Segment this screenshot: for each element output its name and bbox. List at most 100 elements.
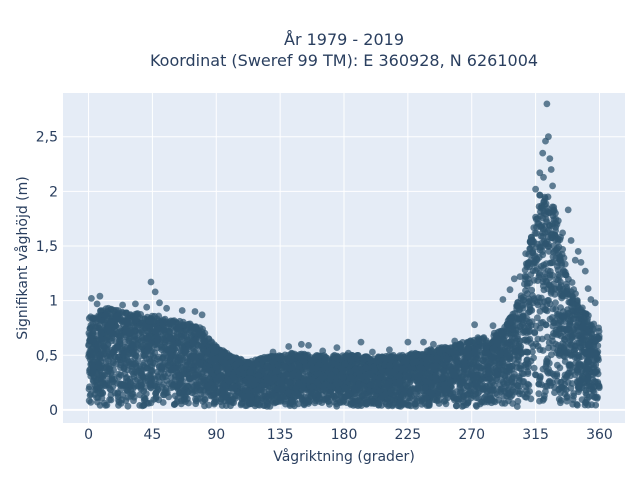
data-point — [225, 366, 233, 373]
data-point — [566, 361, 574, 369]
data-point — [479, 339, 487, 347]
data-point — [140, 396, 148, 404]
data-point — [513, 403, 521, 410]
data-point — [477, 364, 485, 372]
data-point — [440, 367, 448, 375]
data-point — [137, 385, 145, 393]
data-point — [389, 402, 396, 410]
data-point — [551, 290, 559, 298]
data-point — [439, 374, 446, 382]
data-point — [114, 353, 122, 361]
data-point — [550, 329, 557, 337]
data-point — [554, 235, 562, 243]
data-point — [97, 330, 105, 338]
data-point — [557, 389, 564, 397]
data-point — [192, 347, 200, 355]
data-point — [147, 340, 155, 348]
data-point — [161, 315, 169, 323]
data-point — [357, 398, 364, 406]
data-point — [582, 399, 589, 407]
data-points — [85, 100, 603, 410]
data-point — [147, 373, 155, 380]
data-point — [441, 397, 449, 404]
data-point — [123, 327, 131, 335]
data-point — [549, 305, 557, 313]
data-point — [545, 221, 553, 229]
data-point — [468, 364, 476, 372]
data-point — [579, 336, 587, 343]
data-point — [491, 369, 499, 377]
data-point — [147, 367, 155, 374]
data-point — [457, 380, 465, 387]
data-point — [413, 388, 421, 396]
data-point — [516, 323, 523, 331]
data-point — [413, 358, 421, 366]
data-point — [350, 384, 358, 392]
data-point — [260, 368, 268, 375]
data-point — [231, 383, 238, 391]
data-point — [555, 271, 562, 279]
data-point — [184, 382, 192, 390]
data-point — [347, 400, 355, 407]
data-point — [524, 370, 532, 377]
data-point — [559, 246, 567, 253]
data-point — [555, 283, 563, 291]
data-point — [132, 348, 140, 356]
data-point — [542, 200, 550, 208]
data-point — [313, 379, 321, 386]
chart-title-line1: År 1979 - 2019 — [284, 30, 404, 49]
data-point — [589, 326, 597, 334]
data-point — [563, 393, 571, 400]
data-point — [556, 364, 564, 372]
data-point — [199, 373, 207, 381]
data-point — [460, 393, 468, 401]
data-point — [557, 379, 565, 386]
data-point — [237, 401, 245, 409]
data-point — [284, 389, 292, 397]
data-point — [467, 358, 474, 366]
data-point — [229, 373, 237, 381]
data-point — [305, 398, 313, 405]
data-point — [536, 373, 544, 380]
data-point — [281, 395, 289, 403]
data-point — [226, 352, 234, 360]
data-point — [529, 343, 537, 350]
data-point — [302, 368, 310, 376]
data-point — [302, 363, 310, 371]
data-point — [112, 315, 120, 323]
data-point — [106, 385, 114, 392]
data-point — [197, 352, 205, 360]
data-point — [341, 384, 349, 392]
data-point — [356, 386, 364, 394]
data-point — [432, 372, 440, 379]
data-point — [535, 380, 543, 388]
data-point — [246, 375, 253, 382]
data-point — [485, 358, 493, 365]
data-point — [527, 271, 535, 278]
data-point — [150, 318, 158, 325]
data-point — [588, 347, 595, 355]
data-point — [168, 379, 176, 387]
data-point — [539, 251, 547, 259]
data-point — [85, 385, 93, 393]
data-point — [480, 394, 488, 402]
data-point — [528, 286, 536, 294]
data-point — [224, 397, 232, 405]
data-point — [425, 373, 433, 380]
data-point — [205, 401, 213, 409]
data-point — [479, 383, 487, 390]
data-point — [527, 306, 534, 314]
data-point — [466, 390, 473, 398]
data-point — [560, 344, 568, 352]
data-point — [220, 387, 228, 394]
data-point — [116, 310, 123, 317]
data-point — [240, 393, 248, 400]
data-point — [392, 392, 400, 400]
data-point — [95, 312, 102, 319]
data-point — [189, 353, 197, 360]
data-point — [136, 391, 144, 399]
data-point — [501, 399, 509, 407]
data-point — [159, 327, 167, 334]
data-point — [94, 340, 102, 348]
